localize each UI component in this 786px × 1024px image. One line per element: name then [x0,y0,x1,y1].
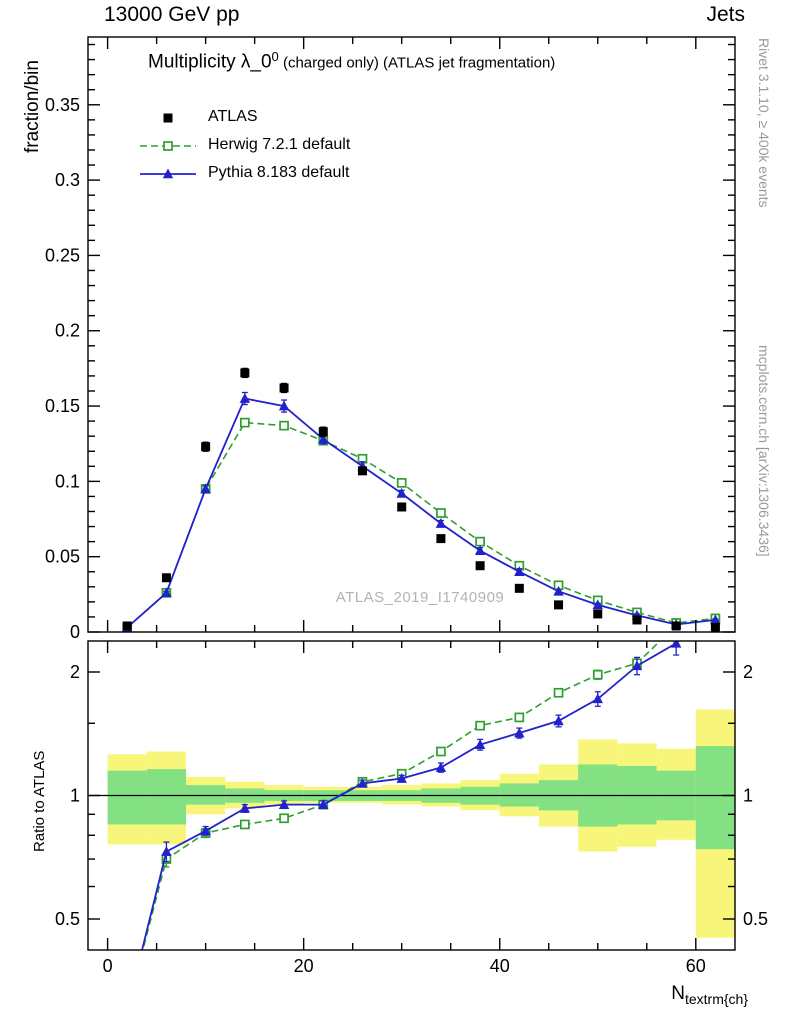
main-panel-frame [87,36,736,633]
svg-text:0.35: 0.35 [45,95,80,115]
svg-text:40: 40 [490,956,510,976]
svg-text:0.5: 0.5 [743,909,768,929]
svg-text:0.2: 0.2 [55,321,80,341]
svg-text:0.25: 0.25 [45,245,80,265]
plot-title: Multiplicity λ_00 (charged only) (ATLAS … [148,49,555,73]
svg-text:0: 0 [70,622,80,642]
svg-text:0.15: 0.15 [45,396,80,416]
svg-text:0.1: 0.1 [55,471,80,491]
ratio-panel-series [141,641,682,950]
svg-text:20: 20 [294,956,314,976]
rivet-version-note: Rivet 3.1.10, ≥ 400k events [756,38,772,208]
x-axis-title: Ntextrm{ch} [671,983,748,1007]
title-superscript: 0 [271,49,279,64]
legend-item-atlas: ATLAS [208,108,258,125]
y-axis-label-ratio: Ratio to ATLAS [31,750,48,852]
analysis-group-header: Jets [706,3,745,26]
svg-text:0: 0 [103,956,113,976]
svg-text:2: 2 [743,662,753,682]
axis-ticks [88,37,735,950]
svg-text:60: 60 [686,956,706,976]
title-qualifier: (charged only) (ATLAS jet fragmentation) [278,54,556,72]
svg-text:0.05: 0.05 [45,547,80,567]
main-panel-series [122,367,721,632]
analysis-id-watermark: ATLAS_2019_I1740909 [335,589,505,606]
svg-text:2: 2 [70,662,80,682]
svg-text:1: 1 [743,786,753,806]
uncertainty-bands [107,709,735,938]
y-axis-label-main: fraction/bin [22,60,43,153]
legend-swatches [140,113,196,179]
mcplots-arxiv-note: mcplots.cern.ch [arXiv:1306.3436] [756,345,772,557]
x-axis-subscript: textrm{ch} [684,990,748,1007]
axis-tick-labels: 00.050.10.150.20.250.30.350.5 0.51 12 20 20 4… [45,95,768,976]
svg-text:1: 1 [70,786,80,806]
svg-text:0.3: 0.3 [55,170,80,190]
svg-text:0.5: 0.5 [55,909,80,929]
beam-info-header: 13000 GeV pp [104,3,240,26]
x-axis-symbol: N [671,983,685,1004]
legend-item-pythia: Pythia 8.183 default [208,164,350,181]
title-observable: Multiplicity λ_0 [148,51,272,73]
legend-item-herwig: Herwig 7.2.1 default [208,136,351,153]
